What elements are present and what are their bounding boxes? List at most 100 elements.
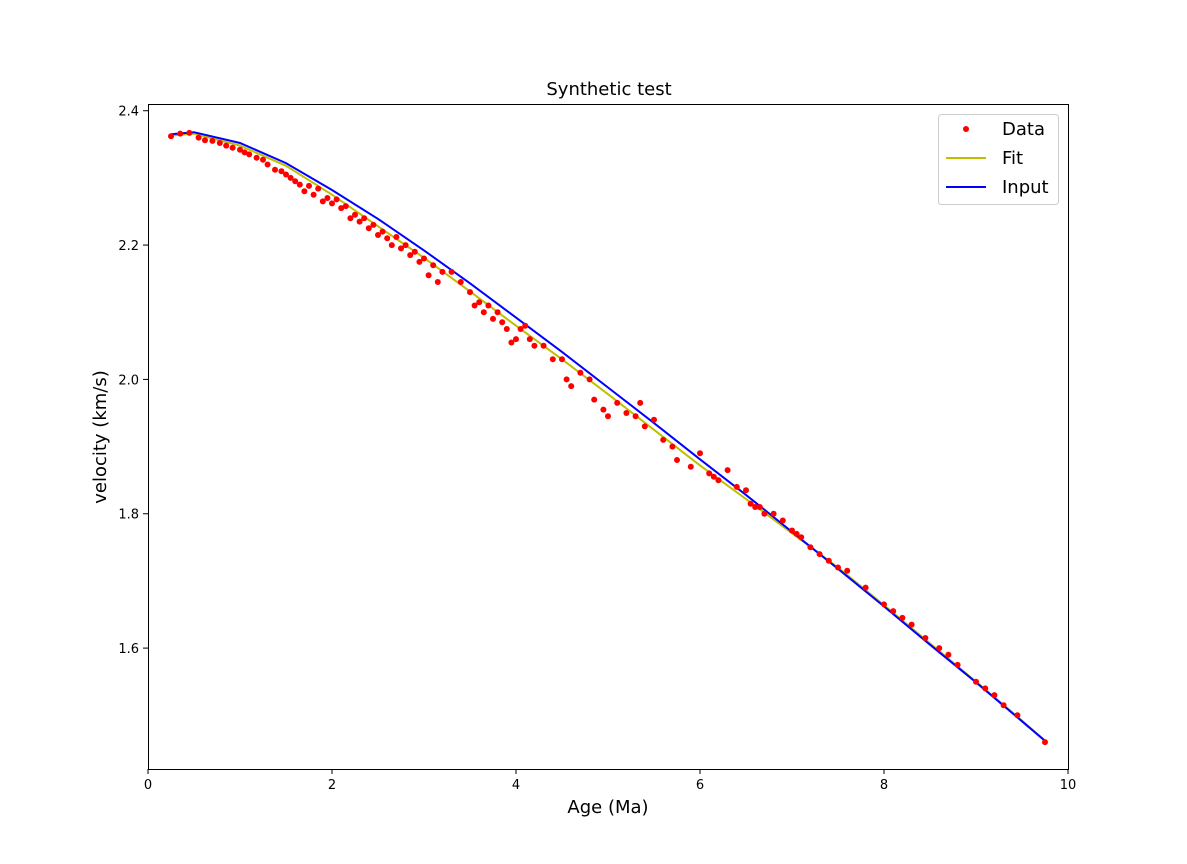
x-axis-ticks: 0 2 4 6 8 10 (144, 769, 1076, 793)
data-point (936, 645, 943, 652)
data-point (338, 205, 345, 212)
data-point (549, 356, 556, 363)
data-point (229, 144, 236, 151)
data-point (476, 299, 483, 306)
data-point (600, 406, 607, 413)
data-point (779, 517, 786, 524)
data-point (674, 457, 680, 463)
data-point (724, 467, 731, 474)
data-point (480, 309, 487, 316)
data-point (365, 225, 372, 232)
data-point (605, 413, 611, 420)
data-point (862, 584, 869, 591)
data-point (264, 161, 271, 168)
data-point (715, 477, 722, 484)
chart-title: Synthetic test (546, 79, 671, 100)
data-point (333, 196, 340, 203)
data-point (733, 483, 740, 490)
data-point (890, 608, 897, 615)
data-point (747, 500, 754, 507)
x-tick-label: 6 (696, 778, 704, 793)
data-point (623, 410, 630, 416)
series-layer (168, 129, 1048, 746)
plot-area (148, 104, 1069, 770)
data-point (195, 134, 202, 141)
data-point (253, 154, 260, 161)
data-point (973, 678, 979, 685)
data-point (416, 258, 423, 265)
data-point (361, 215, 368, 222)
data-point (922, 635, 929, 641)
data-point (329, 200, 335, 207)
data-point (756, 504, 763, 510)
data-point (301, 188, 308, 195)
data-point (356, 218, 363, 225)
data-point (503, 326, 510, 332)
legend: Data Fit Input (938, 114, 1059, 205)
data-point (1014, 712, 1021, 719)
data-point (706, 470, 713, 477)
data-point (568, 383, 575, 390)
data-point (485, 302, 492, 309)
data-point (448, 268, 455, 275)
data-point (457, 279, 464, 285)
data-point (881, 601, 887, 608)
data-point (439, 268, 446, 275)
data-point (202, 137, 208, 144)
data-point (407, 252, 414, 259)
data-point (292, 178, 299, 185)
data-point (278, 168, 285, 175)
data-point (835, 564, 841, 571)
data-point (586, 376, 593, 383)
data-point (310, 191, 317, 198)
x-tick-label: 4 (512, 778, 520, 793)
data-point (899, 614, 906, 621)
data-point (559, 356, 565, 363)
x-tick-label: 8 (880, 778, 888, 793)
x-tick-label: 10 (1060, 778, 1077, 793)
y-tick-label: 1.8 (118, 508, 139, 523)
data-point (669, 443, 676, 450)
data-point (434, 279, 441, 285)
data-point (347, 215, 354, 222)
legend-box (938, 114, 1059, 205)
data-point (770, 510, 777, 517)
x-tick-label: 0 (144, 778, 152, 793)
data-point (526, 336, 533, 343)
data-point (752, 504, 759, 510)
data-point (637, 399, 644, 406)
data-point (522, 322, 529, 329)
data-point (411, 248, 418, 255)
data-point (237, 146, 243, 153)
axes-frame (148, 104, 1069, 770)
data-point (186, 129, 193, 136)
data-point (223, 142, 230, 149)
data-point (272, 166, 278, 173)
data-point (467, 289, 473, 296)
data-point (1042, 739, 1048, 746)
y-axis-ticks: 1.6 1.8 2.0 2.2 2.4 (118, 105, 148, 657)
data-point (697, 450, 703, 457)
data-point (430, 262, 437, 269)
data-point (591, 396, 598, 403)
data-point (384, 235, 391, 242)
data-point (324, 195, 331, 201)
legend-data-marker (963, 126, 969, 132)
data-point (306, 182, 312, 189)
data-point (991, 692, 998, 699)
data-point (494, 309, 501, 316)
data-point (490, 315, 496, 322)
data-point (651, 416, 657, 423)
data-point (508, 339, 515, 346)
data-point (388, 242, 395, 249)
data-point (632, 413, 639, 420)
y-tick-label: 2.4 (118, 105, 139, 120)
data-point (954, 661, 961, 668)
data-point (816, 551, 823, 558)
data-point (393, 234, 400, 240)
y-axis-label: velocity (km/s) (90, 370, 111, 504)
data-point (246, 151, 253, 158)
data-point (789, 527, 795, 534)
data-point (614, 399, 621, 406)
